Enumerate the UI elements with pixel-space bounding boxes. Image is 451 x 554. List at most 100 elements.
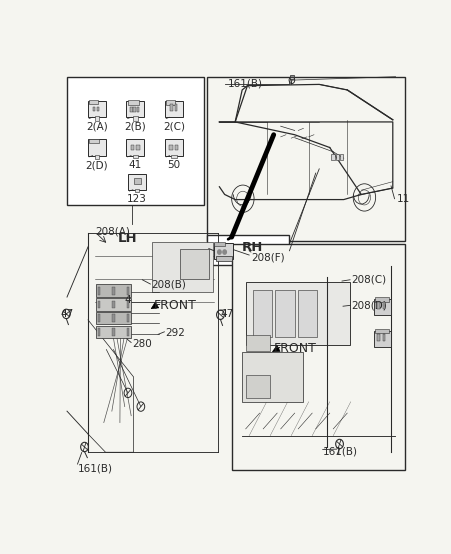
Bar [373, 299, 390, 315]
Bar [94, 155, 99, 159]
Bar [132, 155, 138, 158]
Bar [112, 314, 114, 322]
Bar [164, 140, 183, 156]
Bar [96, 326, 131, 338]
Text: FRONT: FRONT [153, 299, 196, 312]
Bar [89, 138, 99, 143]
Text: 208(B): 208(B) [151, 280, 185, 290]
Bar [377, 302, 379, 309]
Text: 280: 280 [132, 338, 151, 349]
Bar [87, 140, 106, 156]
Bar [152, 242, 213, 293]
Bar [169, 145, 172, 150]
Bar [97, 107, 99, 111]
Bar [374, 329, 388, 334]
Bar [98, 301, 100, 308]
Text: 208(C): 208(C) [350, 275, 385, 285]
Text: 123: 123 [127, 194, 147, 204]
Bar [87, 101, 106, 117]
Text: FRONT: FRONT [273, 341, 316, 355]
Text: 4: 4 [124, 295, 131, 305]
Bar [252, 290, 272, 337]
Bar [96, 312, 131, 325]
Bar [335, 154, 338, 160]
Text: 161(B): 161(B) [228, 79, 262, 89]
Bar [382, 302, 385, 309]
Text: LH: LH [118, 232, 137, 245]
Bar [245, 375, 269, 398]
Circle shape [217, 250, 221, 254]
Bar [166, 100, 175, 105]
Bar [96, 298, 131, 311]
Bar [136, 145, 139, 150]
Bar [127, 100, 138, 105]
Text: 208(D): 208(D) [350, 300, 386, 310]
Bar [373, 331, 390, 347]
Bar [112, 328, 114, 336]
Bar [128, 173, 146, 190]
Bar [290, 76, 293, 79]
Bar [98, 314, 100, 322]
Text: 50: 50 [167, 160, 180, 170]
Bar [98, 287, 100, 295]
Text: 2(C): 2(C) [162, 122, 184, 132]
Bar [245, 282, 349, 345]
Bar [164, 101, 183, 117]
Text: 2(B): 2(B) [124, 122, 146, 132]
Bar [245, 335, 269, 351]
Text: 208(A): 208(A) [95, 226, 129, 236]
Bar [135, 189, 139, 192]
Bar [179, 249, 208, 279]
Bar [374, 297, 388, 302]
Bar [98, 328, 100, 336]
Bar [214, 242, 224, 247]
Bar [174, 104, 177, 111]
Bar [132, 116, 138, 121]
Bar [382, 334, 385, 341]
Bar [133, 178, 140, 184]
Bar [207, 235, 289, 265]
Bar [126, 314, 129, 322]
Text: 2(D): 2(D) [85, 160, 108, 170]
Bar [214, 243, 233, 259]
Bar [275, 290, 294, 337]
Bar [89, 100, 98, 105]
Bar [170, 155, 176, 158]
Text: 208(F): 208(F) [250, 252, 284, 262]
Bar [216, 257, 231, 261]
Bar [126, 301, 129, 308]
Bar [112, 287, 114, 295]
Text: 11: 11 [396, 194, 410, 204]
Bar [95, 116, 99, 121]
Bar [93, 107, 95, 111]
Text: 161(B): 161(B) [78, 463, 112, 473]
Bar [67, 77, 203, 205]
Text: 161(B): 161(B) [322, 447, 357, 456]
Bar [130, 145, 134, 150]
Bar [242, 352, 302, 402]
Bar [130, 106, 132, 112]
Text: 47: 47 [220, 309, 233, 319]
Text: RH: RH [241, 242, 262, 254]
Bar [290, 75, 293, 77]
Bar [298, 290, 317, 337]
Bar [133, 106, 135, 112]
Bar [136, 106, 139, 112]
Bar [126, 328, 129, 336]
Bar [339, 154, 343, 160]
Bar [126, 287, 129, 295]
Bar [126, 140, 144, 156]
Bar [377, 334, 379, 341]
Bar [207, 77, 404, 242]
Text: 292: 292 [165, 328, 184, 338]
Bar [126, 101, 144, 117]
Text: 47: 47 [60, 309, 73, 319]
Bar [112, 301, 114, 308]
Bar [96, 285, 131, 297]
Bar [174, 145, 178, 150]
Circle shape [222, 250, 226, 254]
Bar [170, 104, 173, 111]
Bar [331, 154, 334, 160]
Bar [231, 244, 404, 470]
Text: 2(A): 2(A) [86, 122, 107, 132]
